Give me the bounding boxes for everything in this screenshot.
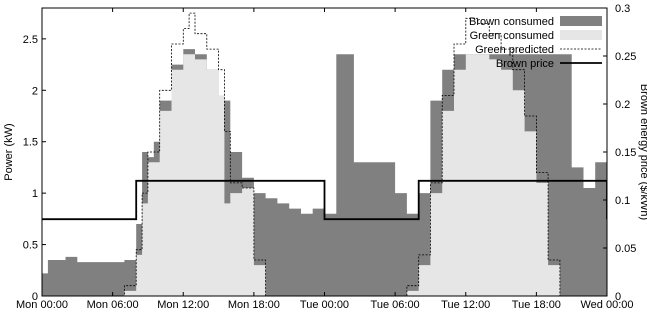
series-brown-price — [42, 179, 607, 221]
y-tick-label: 1 — [32, 188, 38, 200]
x-tick-label: Tue 18:00 — [512, 299, 561, 311]
x-tick-label: Tue 12:00 — [441, 299, 490, 311]
legend-label-brown-consumed: Brown consumed — [469, 16, 554, 28]
y2-tick-label: 0.2 — [615, 99, 630, 111]
x-tick-label: Mon 00:00 — [16, 299, 68, 311]
y-axis-label: Power (kW) — [3, 123, 15, 180]
plot-area — [42, 12, 607, 296]
y-tick-label: 1.5 — [23, 137, 38, 149]
x-tick-label: Mon 18:00 — [228, 299, 280, 311]
x-tick-label: Tue 06:00 — [371, 299, 420, 311]
axes: Mon 00:00 Mon 06:00 Mon 12:00 Mon 18:00 Tue … — [16, 3, 636, 311]
legend-label-green-predicted: Green predicted — [475, 44, 554, 56]
y2-tick-label: 0.15 — [615, 147, 636, 159]
y2-tick-label: 0.05 — [615, 243, 636, 255]
legend-swatch-brown-consumed — [560, 16, 602, 26]
y2-tick-label: 0 — [615, 291, 621, 303]
y2-tick-label: 0.1 — [615, 195, 630, 207]
y2-tick-label: 0.3 — [615, 3, 630, 15]
legend-label-green-consumed: Green consumed — [470, 30, 554, 42]
legend-swatch-green-consumed — [560, 30, 602, 40]
legend: Brown consumed Green consumed Green predic… — [469, 16, 602, 70]
legend-label-brown-price: Brown price — [496, 58, 554, 70]
x-tick-label: Tue 00:00 — [300, 299, 349, 311]
x-tick-label: Mon 06:00 — [87, 299, 139, 311]
y-tick-label: 2.5 — [23, 34, 38, 46]
x-tick-label: Mon 12:00 — [157, 299, 209, 311]
y2-tick-label: 0.25 — [615, 51, 636, 63]
y-tick-label: 2 — [32, 85, 38, 97]
series-green-predicted — [42, 12, 607, 296]
y2-axis-label: Brown energy price ($/kWh) — [638, 84, 647, 220]
x-tick-label: Wed 00:00 — [580, 299, 633, 311]
y-tick-label: 0 — [32, 291, 38, 303]
y-tick-label: 0.5 — [23, 240, 38, 252]
series-green-consumed — [42, 54, 607, 296]
